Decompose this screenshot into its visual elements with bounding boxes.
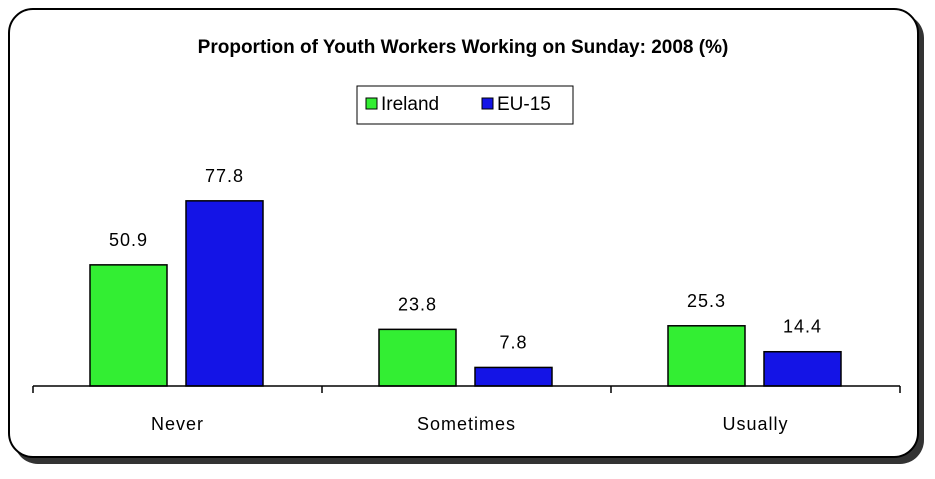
chart-title: Proportion of Youth Workers Working on S… (198, 37, 729, 58)
data-label-eu-15-usually: 14.4 (783, 317, 822, 337)
data-label-eu-15-never: 77.8 (205, 166, 244, 186)
legend-swatch-eu15 (481, 97, 494, 110)
plot-area: 50.9 77.8 Never 23.8 7.8 Sometimes 25.3 14.4 Usu… (32, 166, 901, 434)
x-tick-label-sometimes: Sometimes (417, 414, 516, 434)
data-label-eu-15-sometimes: 7.8 (499, 332, 527, 352)
legend-label-eu15: EU-15 (497, 94, 551, 115)
bar-eu-15-sometimes (474, 366, 553, 387)
bar-ireland-usually (667, 325, 746, 387)
bar-ireland-sometimes (378, 328, 457, 387)
legend: Ireland EU-15 (356, 85, 574, 125)
bar-eu-15-usually (763, 350, 842, 387)
x-tick-label-usually: Usually (722, 414, 788, 434)
legend-box (356, 85, 574, 125)
bar-ireland-never (89, 264, 168, 387)
data-label-ireland-sometimes: 23.8 (398, 294, 437, 314)
legend-swatch-ireland (365, 97, 378, 110)
legend-label-ireland: Ireland (381, 94, 439, 115)
bar-eu-15-never (185, 200, 264, 387)
data-label-ireland-usually: 25.3 (687, 291, 726, 311)
data-label-ireland-never: 50.9 (109, 230, 148, 250)
x-tick-label-never: Never (151, 414, 204, 434)
